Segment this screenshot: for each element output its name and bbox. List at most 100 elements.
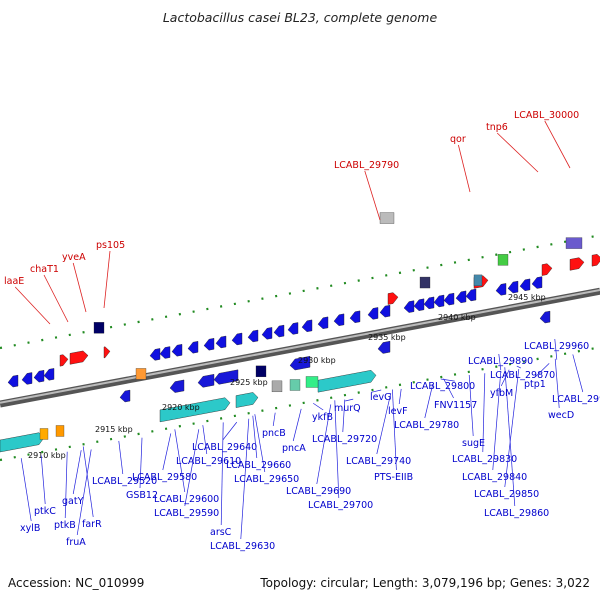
top-callout-line: [14, 286, 51, 325]
reverse-gene-arrow: [495, 283, 507, 296]
reverse-gene-arrow: [423, 296, 435, 310]
bottom-feature-label: yfbM: [490, 388, 513, 399]
bottom-feature-label: wecD: [548, 410, 574, 421]
forward-gene-arrow: [59, 354, 69, 367]
top-feature-label: LCABL_29790: [334, 160, 399, 171]
reverse-gene-arrow: [171, 344, 183, 357]
forward-gene-block: [0, 432, 45, 453]
reverse-gene-arrow: [215, 335, 227, 349]
gene-block: [565, 237, 583, 249]
bottom-callout-line: [468, 375, 474, 437]
gene-block: [255, 365, 267, 378]
gene-block: [379, 212, 395, 224]
bottom-callout-line: [184, 429, 200, 507]
bottom-callout-line: [440, 378, 455, 382]
reverse-gene-arrow: [197, 374, 215, 388]
bottom-feature-label: FNV1157: [434, 400, 477, 411]
genome-backbone: [0, 287, 600, 408]
bottom-feature-label: ptkB: [54, 520, 76, 531]
reverse-gene-arrow: [213, 369, 239, 385]
gene-block: [271, 380, 283, 393]
top-callout-line: [496, 132, 539, 173]
bottom-feature-label: LCABL_29580: [132, 472, 197, 483]
bottom-feature-label: LCABL_29610: [176, 456, 241, 467]
reverse-gene-arrow: [301, 319, 313, 332]
bottom-feature-label: ptkC: [34, 506, 56, 517]
bottom-callout-line: [334, 400, 340, 499]
gene-block: [419, 276, 431, 289]
reverse-gene-arrow: [455, 290, 467, 304]
bottom-callout-line: [64, 451, 68, 519]
bottom-feature-label: levF: [388, 406, 408, 417]
forward-gene-block: [235, 392, 259, 408]
bottom-callout-line: [254, 414, 266, 473]
map-title: Lactobacillus casei BL23, complete genom…: [162, 10, 438, 25]
top-callout-line: [103, 250, 111, 309]
reverse-gene-arrow: [261, 327, 273, 340]
bottom-feature-label: LCABL_29640: [192, 442, 257, 453]
scale-tick-label: 2925 kbp: [230, 378, 268, 387]
reverse-gene-arrow: [21, 372, 33, 385]
reverse-gene-arrow: [247, 329, 259, 343]
bottom-feature-label: LCABL_29590: [154, 508, 219, 519]
bottom-feature-label: pncB: [262, 428, 286, 439]
reverse-gene-arrow: [519, 278, 531, 292]
forward-gene-block: [159, 397, 231, 423]
bottom-callout-line: [342, 399, 346, 433]
genome-backbone-highlight: [0, 289, 600, 404]
bottom-feature-label: LCABL_29830: [452, 454, 517, 465]
reverse-gene-arrow: [433, 294, 445, 308]
bottom-callout-line: [443, 378, 454, 399]
bottom-callout-line: [20, 458, 32, 522]
reverse-gene-arrow: [377, 340, 391, 354]
top-feature-label: chaT1: [30, 264, 59, 275]
bottom-callout-line: [118, 440, 124, 475]
reverse-gene-arrow: [531, 276, 543, 289]
bottom-callout-line: [202, 425, 208, 455]
bottom-callout-line: [345, 398, 354, 402]
bottom-callout-line: [572, 354, 584, 393]
gene-block: [305, 376, 319, 388]
bottom-callout-line: [40, 455, 46, 505]
bottom-feature-label: LCABL_29700: [308, 500, 373, 511]
bottom-feature-label: fruA: [66, 537, 86, 548]
bottom-callout-line: [516, 365, 521, 369]
bottom-feature-label: LCABL_29800: [410, 381, 475, 392]
bottom-callout-line: [82, 446, 94, 518]
bottom-feature-label: PTS-EIIB: [374, 472, 413, 483]
top-callout-line: [43, 274, 69, 323]
bottom-callout-line: [240, 418, 250, 540]
forward-gene-arrow: [387, 292, 399, 305]
bottom-feature-label: LCABL_29690: [286, 486, 351, 497]
reverse-gene-arrow: [413, 298, 425, 311]
gene-block: [289, 379, 301, 391]
bottom-feature-label: LCABL_29960: [524, 341, 589, 352]
topology-text: Topology: circular; Length: 3,079,196 bp…: [260, 576, 590, 590]
reverse-gene-arrow: [507, 280, 519, 294]
forward-gene-arrow: [103, 346, 111, 359]
reverse-gene-arrow: [149, 348, 161, 361]
top-feature-label: LCABL_30000: [514, 110, 579, 121]
bottom-feature-label: gatY: [62, 496, 84, 507]
bottom-feature-label: farR: [82, 519, 102, 530]
bottom-callout-line: [492, 371, 502, 471]
bottom-feature-label: levG: [370, 392, 391, 403]
bottom-feature-label: LCABL_29930: [552, 394, 600, 405]
bottom-feature-label: xylB: [20, 523, 40, 534]
bottom-feature-label: murQ: [334, 403, 361, 414]
bottom-callout-line: [371, 389, 382, 393]
reverse-gene-arrow: [273, 324, 285, 338]
bottom-callout-line: [220, 422, 224, 526]
bottom-feature-label: GSB12: [126, 490, 158, 501]
top-feature-label: laaE: [4, 276, 24, 287]
bottom-feature-label: LCABL_29720: [312, 434, 377, 445]
top-feature-label: yveA: [62, 252, 86, 263]
top-feature-label: qor: [450, 134, 466, 145]
forward-gene-arrow: [69, 350, 89, 365]
reverse-gene-arrow: [159, 346, 171, 359]
scale-tick-label: 2920 kbp: [162, 403, 200, 412]
bottom-callout-line: [504, 367, 516, 507]
bottom-callout-line: [398, 388, 402, 405]
bottom-feature-label: LCABL_29740: [346, 456, 411, 467]
